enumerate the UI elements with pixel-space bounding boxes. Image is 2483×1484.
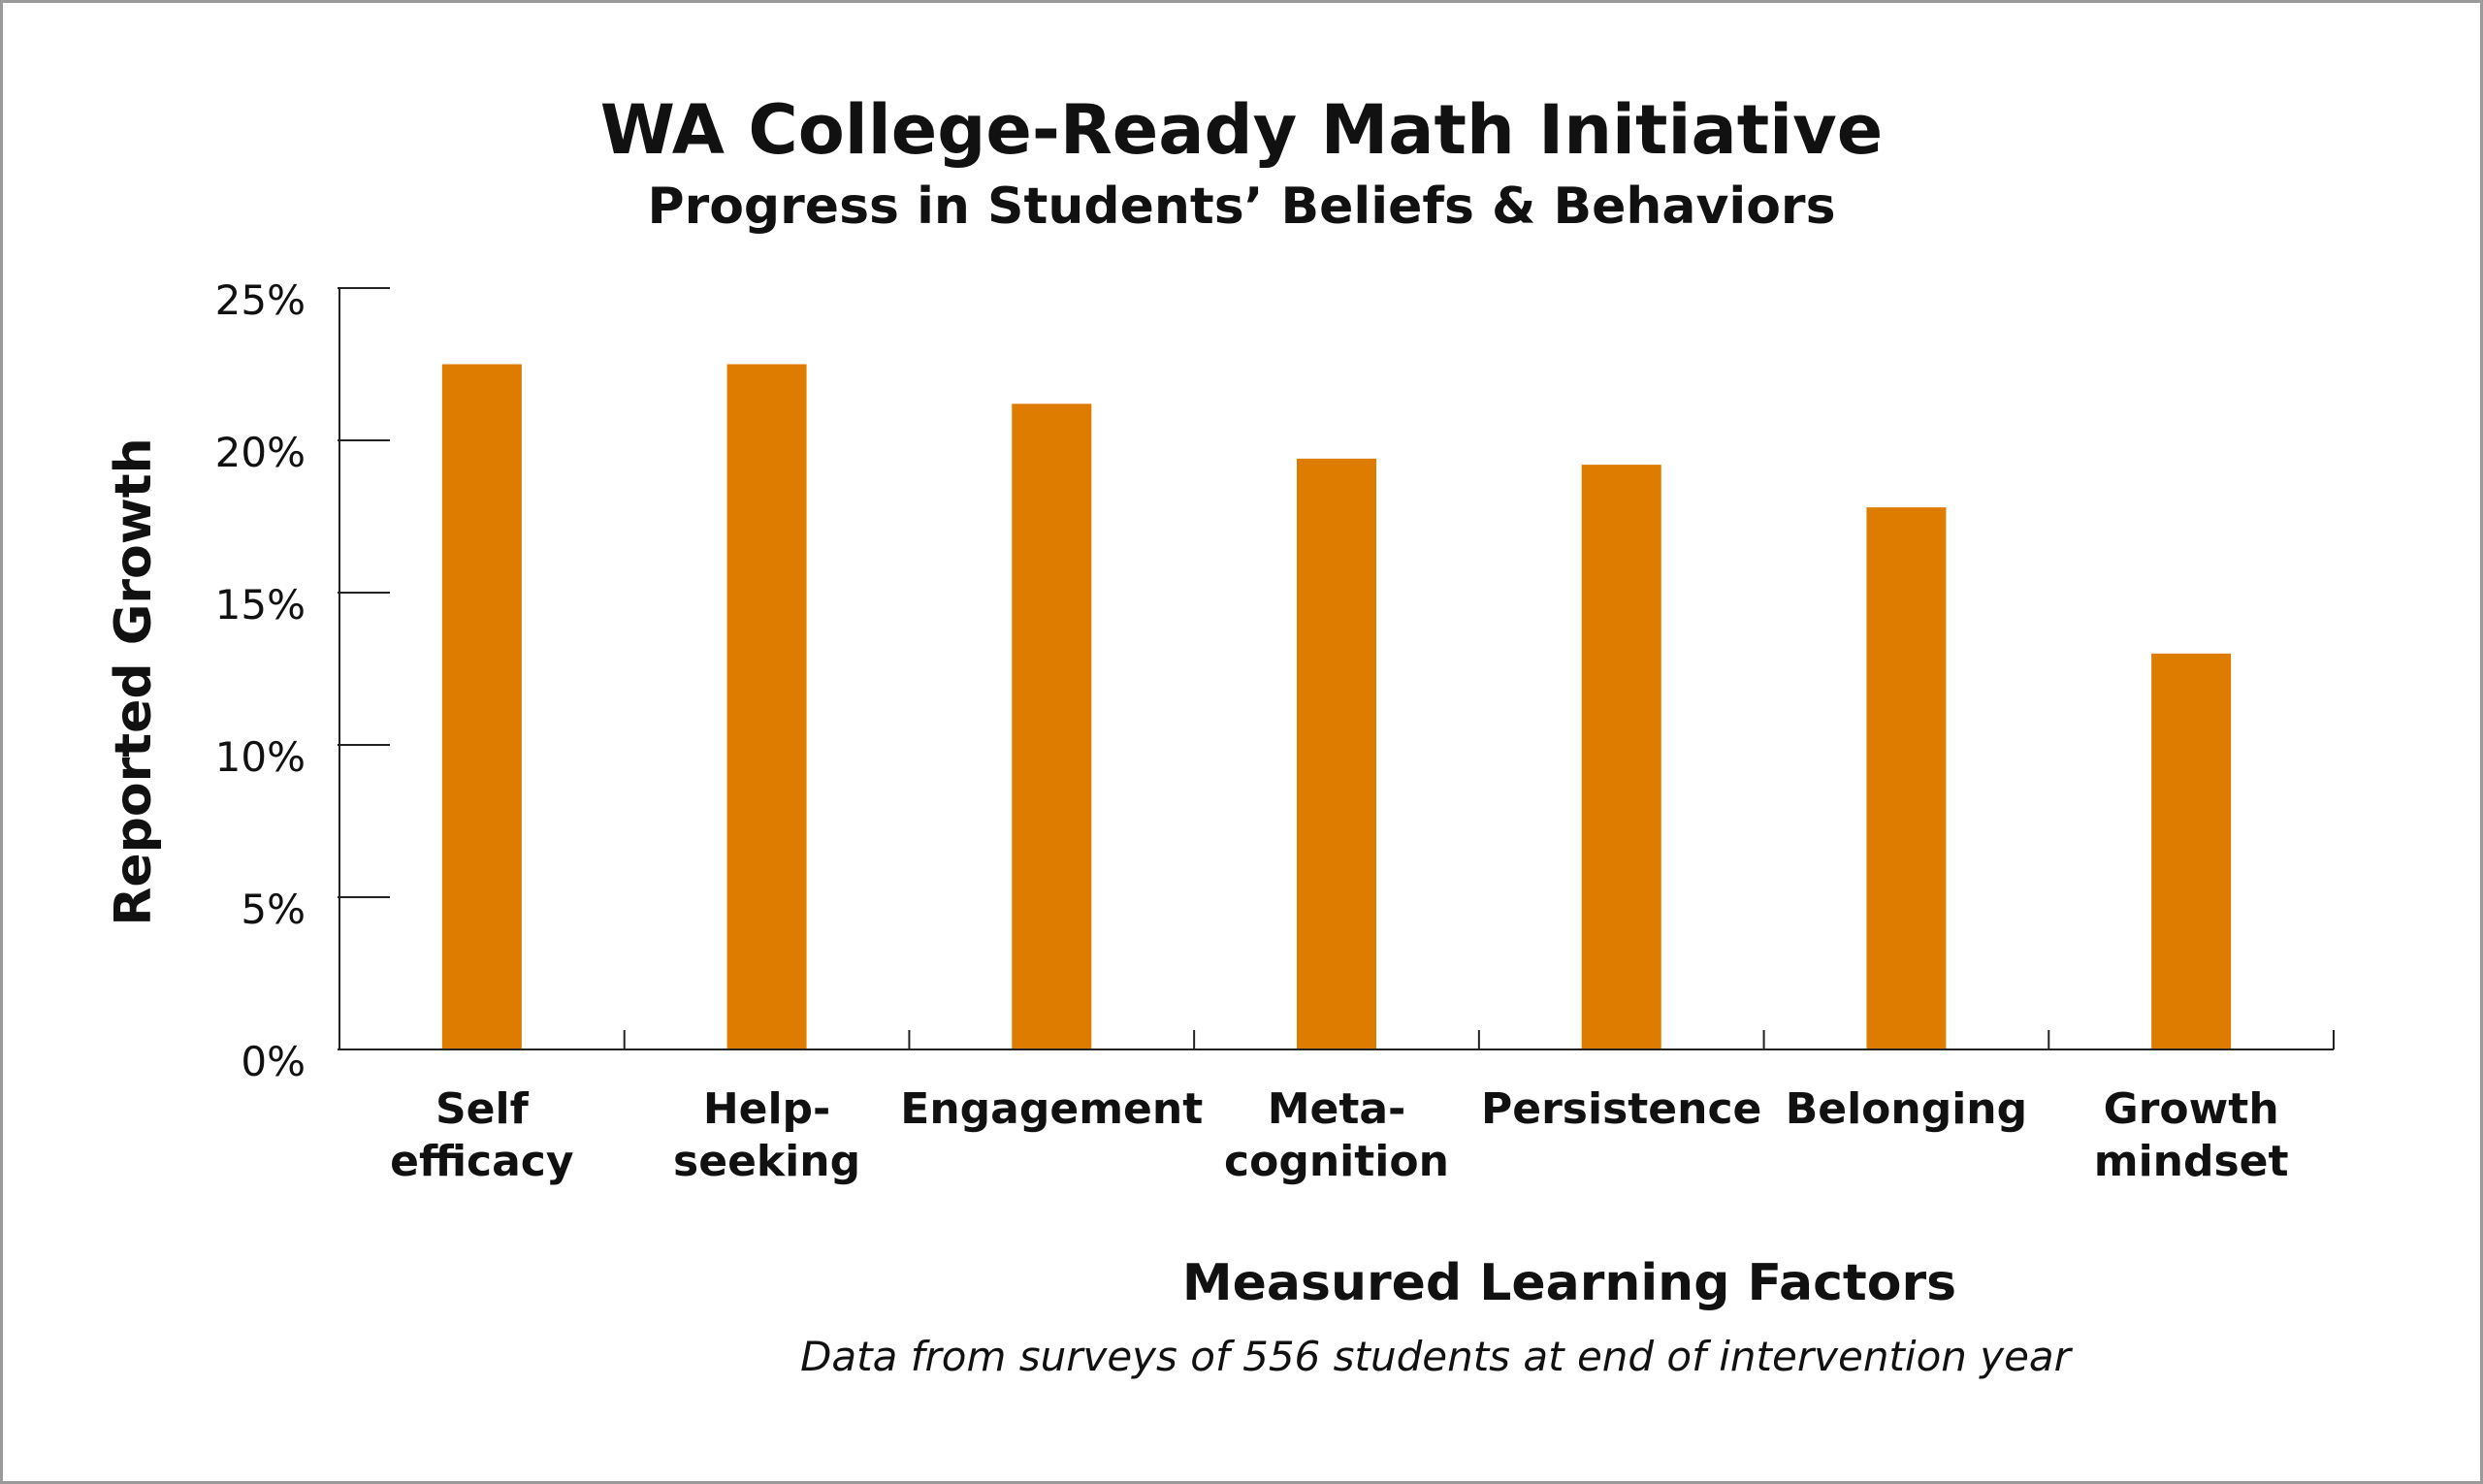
y-tick-label: 0% (241, 1038, 306, 1085)
y-tick-labels: 0% 5% 10% 15% 20% 25% (215, 276, 306, 1085)
y-axis-title: Reported Growth (105, 437, 163, 925)
x-tick-label: Persistence (1481, 1084, 1761, 1134)
source-note: Data from surveys of 556 students at end… (800, 1333, 2074, 1380)
bar-4 (1581, 465, 1661, 1049)
x-axis-title: Measured Learning Factors (1182, 1254, 1956, 1312)
x-tick-label: Belonging (1786, 1084, 2027, 1134)
x-tick-label: Meta-cognition (1224, 1084, 1449, 1186)
axes-group (338, 287, 2335, 1050)
bar-0 (441, 364, 522, 1049)
x-tick-label: Help-seeking (673, 1084, 860, 1186)
x-tick-label: Engagement (900, 1084, 1203, 1134)
chart-subtitle: Progress in Students’ Beliefs & Behavior… (647, 177, 1835, 236)
x-tick-label: Self efficacy (390, 1084, 573, 1186)
bar-2 (1012, 403, 1092, 1049)
bar-1 (726, 364, 807, 1049)
bar-6 (2151, 653, 2232, 1049)
y-tick-label: 20% (215, 429, 306, 476)
y-tick-label: 5% (241, 886, 306, 933)
x-tick-labels: Self efficacy Help-seeking Engagement Meta-c… (390, 1084, 2288, 1186)
y-tick-label: 10% (215, 733, 306, 781)
y-tick-label: 25% (215, 276, 306, 324)
chart-title: WA College-Ready Math Initiative (600, 90, 1884, 170)
bar-5 (1866, 507, 1947, 1049)
bar-3 (1297, 458, 1376, 1050)
bars-group (441, 364, 2232, 1050)
y-tick-label: 15% (215, 581, 306, 629)
x-tick-label: Growth mindset (2094, 1084, 2289, 1186)
